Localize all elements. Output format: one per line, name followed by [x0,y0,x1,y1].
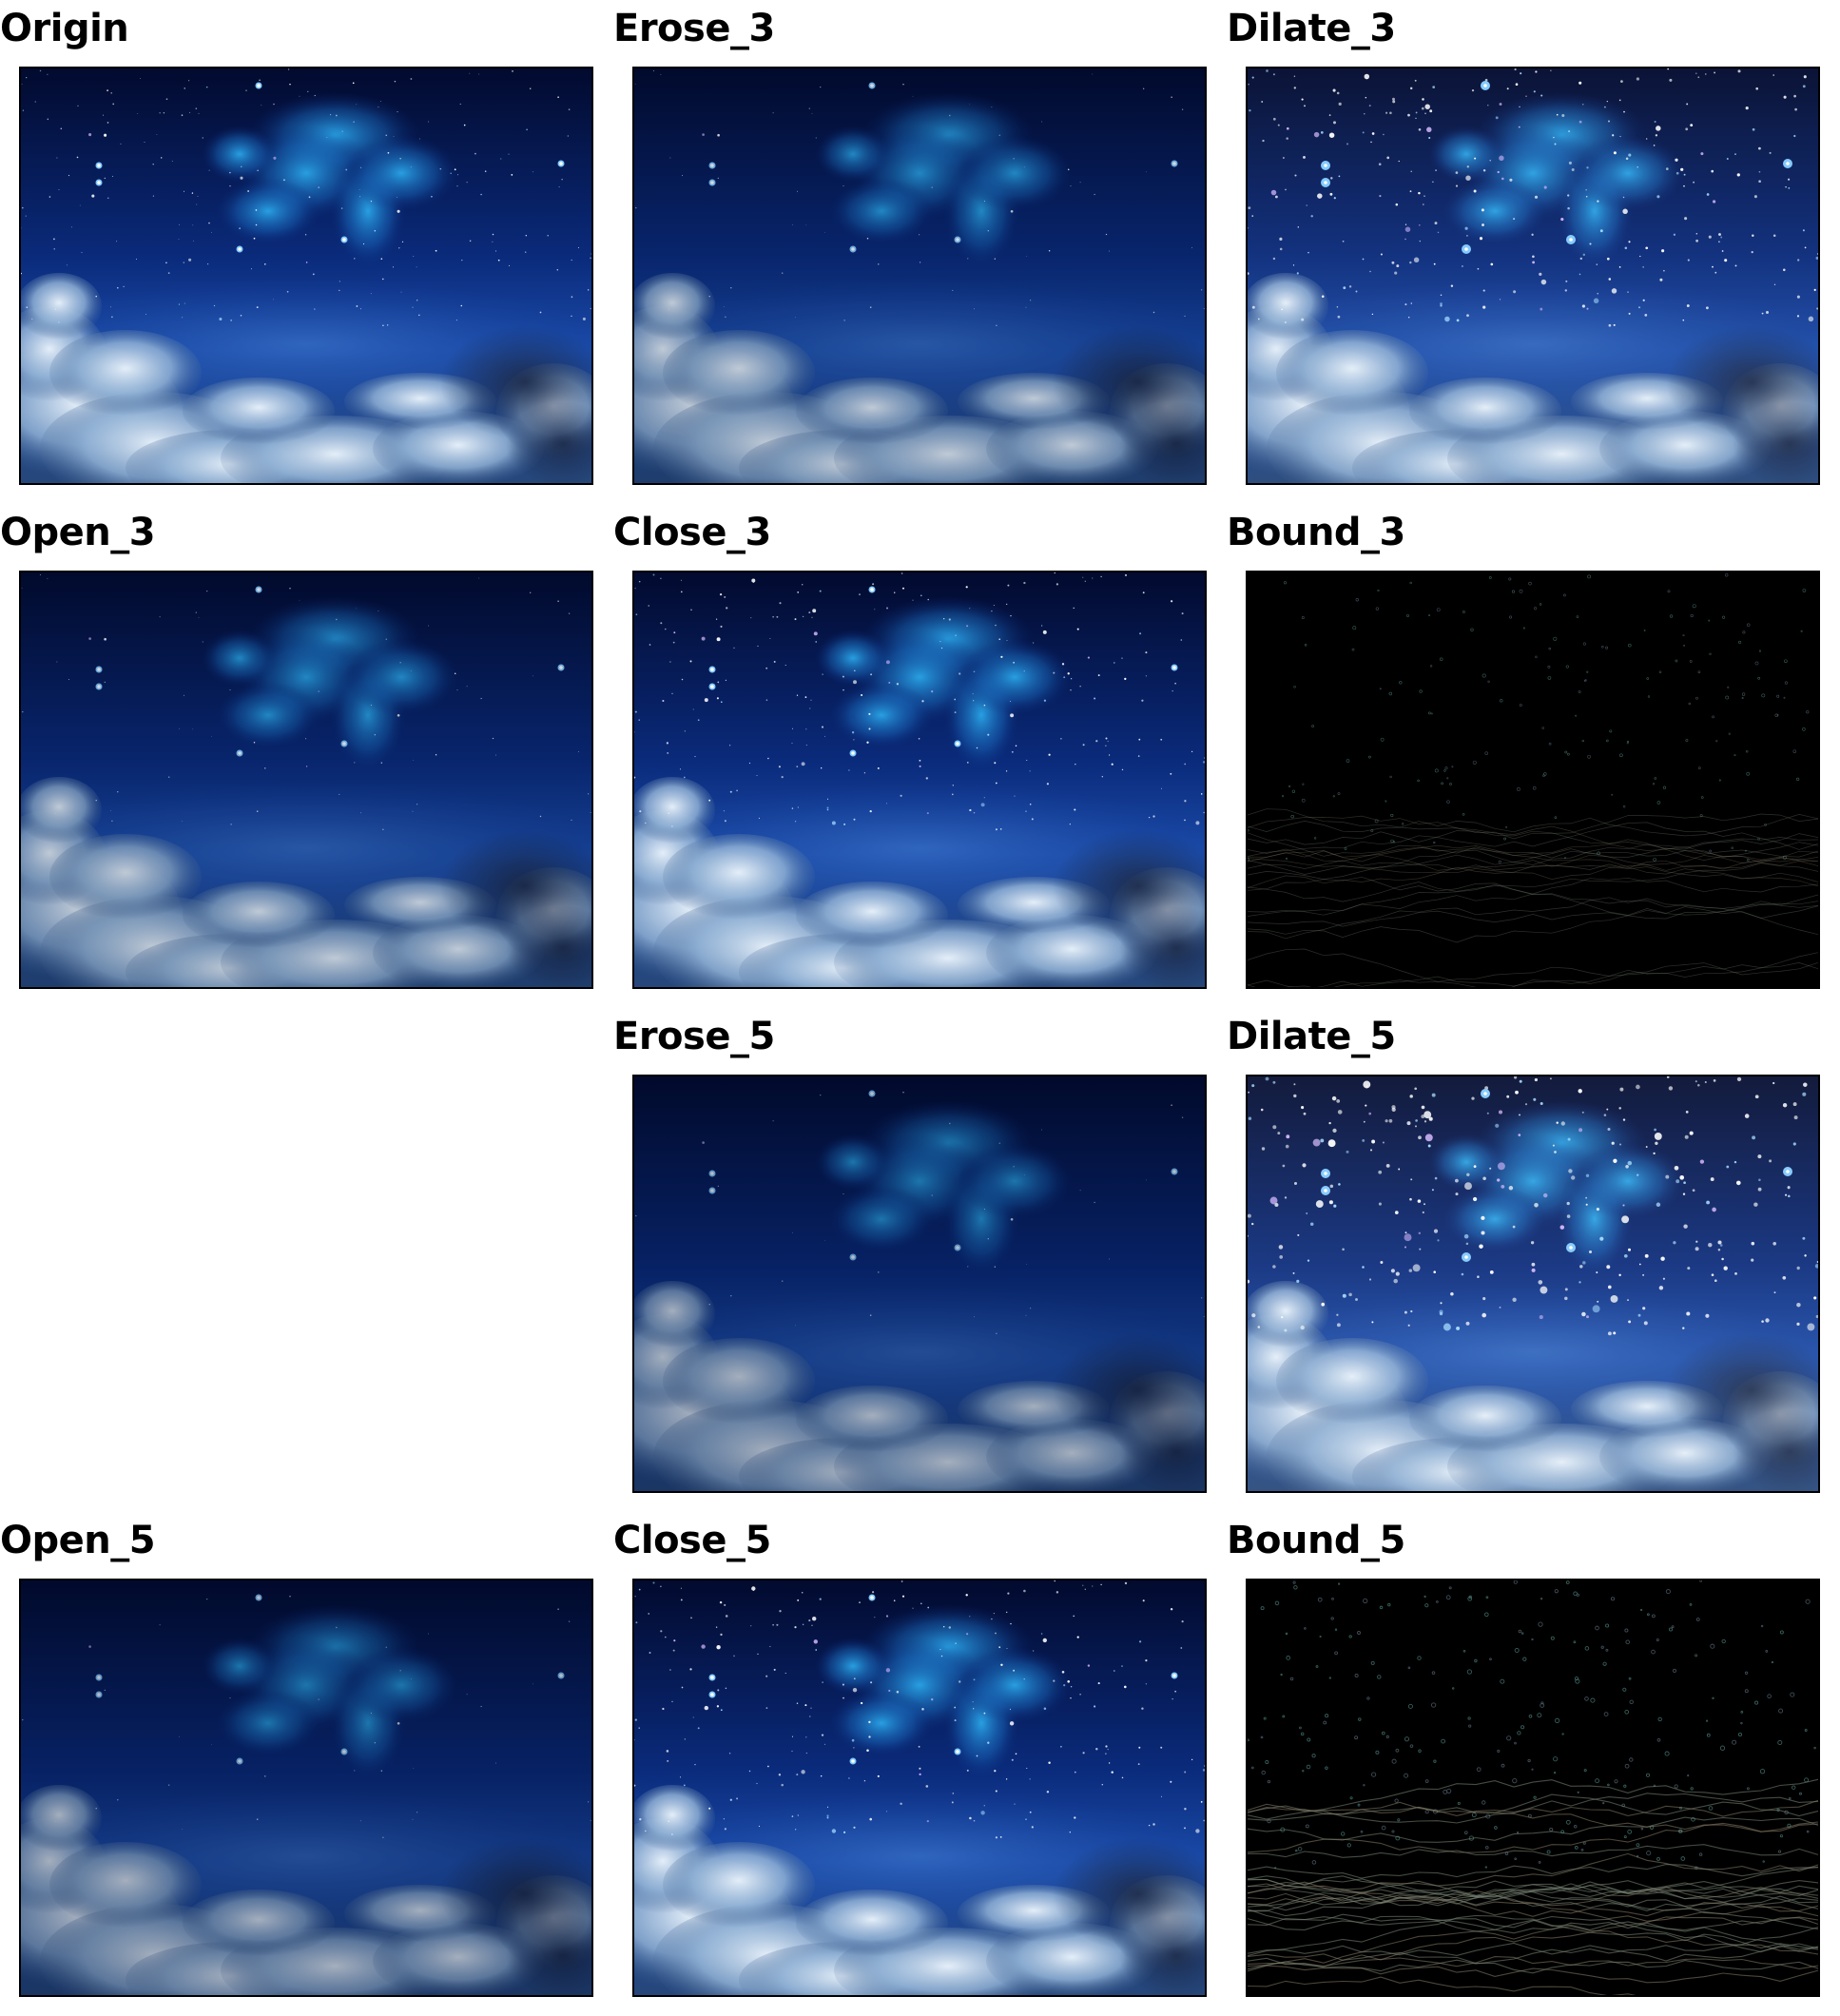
panel-image [632,67,1207,485]
panel-dilate-5: Dilate_5 [1227,1008,1840,1512]
panel-image [1246,67,1820,485]
panel-image [19,1579,593,1997]
panel-open-5: Open_5 [0,1512,613,2016]
panel-open-3: Open_3 [0,504,613,1008]
panel-title: Dilate_3 [1227,7,1396,50]
panel-title: Close_5 [613,1519,771,1562]
panel-image [19,571,593,989]
panel-title: Open_3 [0,511,156,554]
panel-image [632,1075,1207,1493]
night-sky-image [634,68,1205,483]
panel-title: Erose_5 [613,1015,775,1058]
night-sky-image [634,1580,1205,1995]
panel-dilate-3: Dilate_3 [1227,0,1840,504]
night-sky-image [1248,1076,1818,1491]
panel-image [1246,1579,1820,1997]
night-sky-image [21,1580,591,1995]
night-sky-image [1248,68,1818,483]
panel-image [632,571,1207,989]
night-sky-image [21,68,591,483]
panel-origin: Origin [0,0,613,504]
panel-bound-3: Bound_3 [1227,504,1840,1008]
panel-title: Bound_5 [1227,1519,1405,1562]
panel-image [19,67,593,485]
panel-close-3: Close_3 [613,504,1227,1008]
panel-image [632,1579,1207,1997]
panel-image [1246,571,1820,989]
night-sky-image [1248,1580,1818,1995]
panel-title: Bound_3 [1227,511,1405,554]
panel-title: Close_3 [613,511,771,554]
panel-title: Dilate_5 [1227,1015,1396,1058]
night-sky-image [634,1076,1205,1491]
panel-title: Erose_3 [613,7,775,50]
night-sky-image [634,572,1205,987]
panel-close-5: Close_5 [613,1512,1227,2016]
night-sky-image [1248,572,1818,987]
panel-title: Origin [0,7,129,50]
panel-title: Open_5 [0,1519,156,1562]
panel-bound-5: Bound_5 [1227,1512,1840,2016]
night-sky-image [21,572,591,987]
panel-erose-3: Erose_3 [613,0,1227,504]
panel-erose-5: Erose_5 [613,1008,1227,1512]
panel-image [1246,1075,1820,1493]
